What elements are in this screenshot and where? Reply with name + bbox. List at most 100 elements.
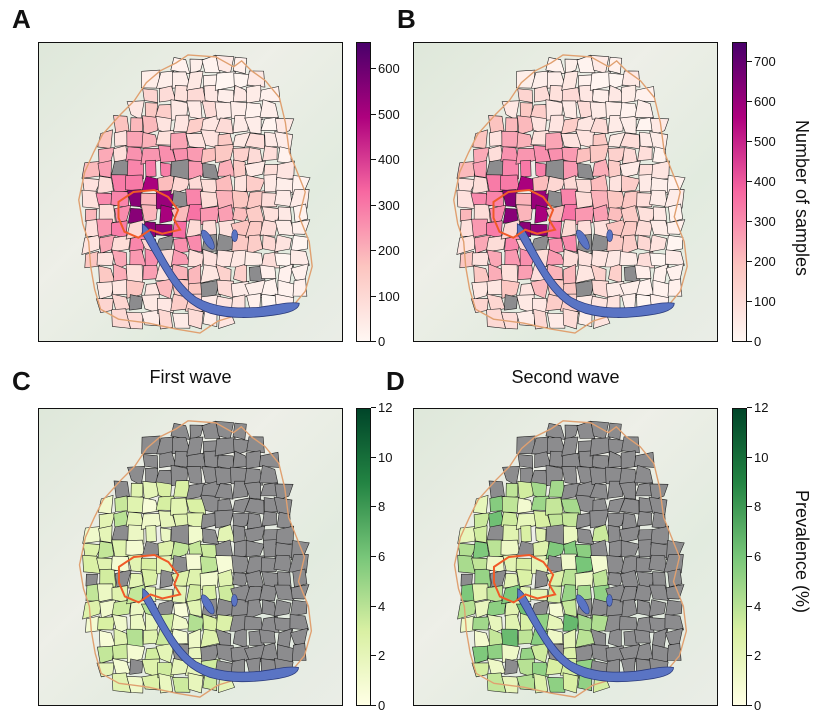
municipality-region [487,643,504,660]
municipality-region [548,480,565,498]
municipality-region [576,162,595,180]
municipality-region [289,614,309,631]
municipality-region [247,147,263,165]
municipality-region [619,251,639,266]
municipality-region [189,58,204,75]
colorbar-samples-a [356,42,371,342]
municipality-region [649,483,669,502]
municipality-region [561,100,578,120]
colorbar-tick: 2 [746,648,762,664]
municipality-region [111,672,132,693]
municipality-region [97,540,115,560]
municipality-region [651,160,670,181]
municipality-region [200,512,218,530]
municipality-region [607,147,626,165]
zurich-city-outline [117,188,182,239]
municipality-region [155,588,173,602]
municipality-region [637,145,653,161]
colorbar-tick: 0 [370,698,386,713]
municipality-region [457,526,477,544]
municipality-region [81,160,102,179]
municipality-region [607,480,624,499]
municipality-region [244,467,263,486]
colorbar-label-prevalence: Prevalence (%) [792,490,812,614]
municipality-region [145,525,157,543]
municipality-region [457,599,477,620]
municipality-region [290,249,310,266]
municipality-region [471,583,490,603]
map-samples-panel-b [413,42,718,342]
municipality-region [170,497,189,516]
municipality-region [562,672,579,694]
municipality-region [199,206,220,225]
municipality-region [259,264,277,279]
municipality-region [589,437,611,457]
municipality-region [488,130,504,147]
municipality-region [173,237,189,254]
colorbar-tick: 400 [747,174,776,189]
municipality-region [471,175,489,195]
municipality-region [259,464,279,484]
municipality-region [505,117,518,135]
municipality-region [126,100,145,121]
municipality-region [517,88,533,103]
municipality-region [189,424,204,441]
municipality-region [246,70,266,88]
municipality-region [608,539,624,560]
colorbar-tick: 500 [747,134,776,149]
colorbar-label-number-of-samples: Number of samples [792,120,812,277]
municipality-region [111,524,131,542]
municipality-region [173,602,189,619]
municipality-region [274,189,293,208]
municipality-region [472,645,491,664]
municipality-region [158,673,174,694]
municipality-region [634,464,654,484]
municipality-region [621,599,638,620]
municipality-region [485,158,506,177]
municipality-region [488,115,505,134]
colorbar-tick: 200 [371,243,400,259]
municipality-region [145,159,157,178]
municipality-region [634,99,654,119]
municipality-region [214,437,236,457]
municipality-region [636,510,652,527]
lake-pfaeffikersee [606,229,613,242]
municipality-region [111,585,129,604]
municipality-region [217,132,234,147]
municipality-region [666,642,682,661]
municipality-region [530,104,549,121]
municipality-region [233,174,250,195]
municipality-region [273,496,293,516]
municipality-region [533,308,548,330]
municipality-region [199,556,219,574]
panel-letter-d: D [386,366,405,396]
municipality-region [187,248,205,268]
colorbar-tick: 6 [746,549,762,564]
municipality-region [261,510,277,527]
municipality-region [486,555,505,573]
map-svg [78,54,313,334]
municipality-region [172,676,191,693]
municipality-region [620,450,636,470]
colorbar-tick: 4 [746,598,762,614]
colorbar-tick: 10 [746,449,769,465]
municipality-region [274,234,293,253]
municipality-region [186,599,202,617]
municipality-region [244,116,262,135]
municipality-region [503,294,518,311]
colorbar-tick: 2 [370,648,386,664]
municipality-region [155,223,173,237]
municipality-region [620,540,640,558]
municipality-region [515,204,534,223]
municipality-region [141,497,159,514]
zurich-city-outline [492,188,557,239]
municipality-region [232,115,249,134]
municipality-region [199,191,219,209]
municipality-region [575,147,593,164]
municipality-region [649,252,669,268]
municipality-region [233,539,249,560]
municipality-region [261,599,277,617]
municipality-region [259,584,278,602]
municipality-region [562,308,579,330]
colorbar-tick: 400 [371,152,400,168]
